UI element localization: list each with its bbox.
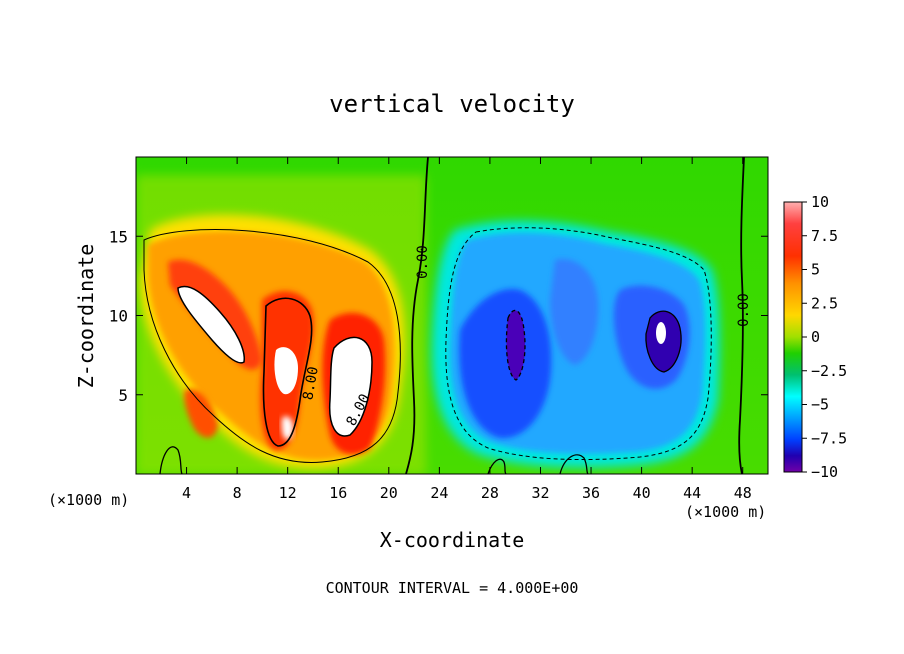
- contour-interval-note: CONTOUR INTERVAL = 4.000E+00: [326, 579, 579, 597]
- x-tick-label: 44: [683, 484, 701, 502]
- contour-zero-left: [405, 157, 429, 474]
- y-tick-label: 5: [118, 386, 128, 405]
- contour-labels: 0.00 0.00 8.00 8.00: [300, 245, 752, 429]
- x-tick-label: 48: [734, 484, 752, 502]
- contour-zero-bottom-mid: [487, 458, 507, 474]
- x-tick-label: 12: [279, 484, 297, 502]
- colorbar: 10 7.5 5 2.5 0 −2.5 −5 −7.5 −10: [783, 193, 847, 481]
- x-scale-label: (×1000 m): [48, 491, 129, 509]
- colorbar-tick-label: 5: [811, 261, 820, 279]
- contour-updraft-outer: [143, 229, 401, 463]
- updraft-max-low: [281, 416, 294, 440]
- x-tick-label: 28: [481, 484, 499, 502]
- chart-title: vertical velocity: [329, 90, 575, 118]
- updraft-max-mid: [274, 347, 298, 395]
- colorbar-tick-label: 7.5: [811, 227, 838, 245]
- y-tick-label: 10: [109, 307, 128, 326]
- colorbar-tick-label: 10: [811, 193, 829, 211]
- contour-lines: [143, 157, 745, 474]
- downdraft-mid-blue: [550, 259, 599, 365]
- x-scale-label-right: (×1000 m): [685, 503, 766, 521]
- contour-zero-bottom-right: [559, 454, 589, 474]
- colorbar-ticks: 10 7.5 5 2.5 0 −2.5 −5 −7.5 −10: [802, 193, 847, 481]
- x-tick-label: 16: [329, 484, 347, 502]
- updraft-red-lower: [184, 389, 218, 438]
- contour-label-zero-left: 0.00: [415, 245, 431, 279]
- colorbar-tick-label: 0: [811, 328, 820, 346]
- x-tick-label: 4: [182, 484, 191, 502]
- x-tick-label: 32: [531, 484, 549, 502]
- contour-zero-right: [738, 157, 745, 474]
- colorbar-tick-label: −7.5: [811, 429, 847, 447]
- y-tick-label: 15: [109, 227, 128, 246]
- contour-updraft-8-mid: [262, 297, 313, 447]
- colorbar-tick-label: −2.5: [811, 362, 847, 380]
- x-tick-label: 8: [233, 484, 242, 502]
- downdraft-region: [431, 220, 720, 468]
- colorbar-tick-label: −5: [811, 396, 829, 414]
- x-tick-label: 36: [582, 484, 600, 502]
- y-axis-label: Z-coordinate: [74, 244, 98, 389]
- colorbar-gradient: [783, 201, 803, 473]
- plot-area: 0.00 0.00 8.00 8.00: [136, 157, 768, 474]
- contour-zero-bottom-left: [159, 446, 183, 474]
- x-tick-label: 20: [380, 484, 398, 502]
- x-tick-label: 24: [430, 484, 448, 502]
- downdraft-core-left: [505, 309, 526, 381]
- y-axis: 5 10 15: [109, 227, 768, 405]
- contour-label-zero-right: 0.00: [736, 293, 752, 327]
- updraft-max-right: [328, 336, 373, 437]
- updraft-max-left: [177, 285, 245, 364]
- downdraft-dashed-contour: [445, 227, 712, 461]
- updraft-region: [140, 214, 405, 469]
- x-tick-label: 40: [633, 484, 651, 502]
- x-axis-label: X-coordinate: [380, 528, 525, 552]
- contour-label-eight-mid: 8.00: [300, 365, 322, 401]
- colorbar-tick-label: −10: [811, 463, 838, 481]
- x-axis: 4 8 12 16 20 24 28 32 36 40 44 48: [182, 157, 752, 502]
- downdraft-min-right: [656, 322, 666, 344]
- downdraft-blue-left: [459, 289, 552, 439]
- colorbar-tick-label: 2.5: [811, 294, 838, 312]
